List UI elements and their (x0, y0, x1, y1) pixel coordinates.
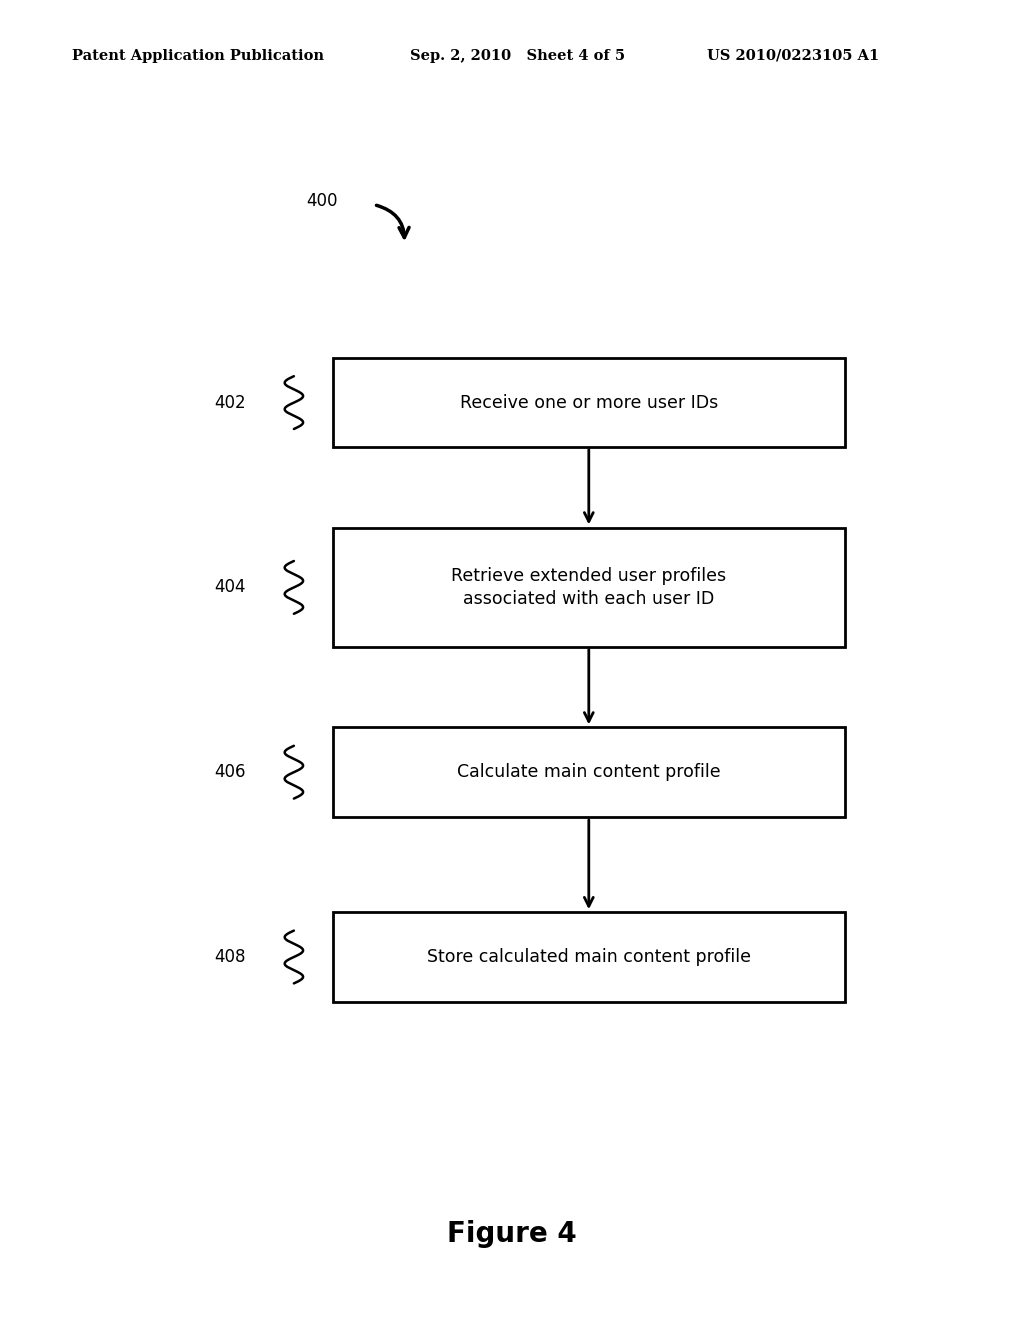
Text: Store calculated main content profile: Store calculated main content profile (427, 948, 751, 966)
Bar (333, 358, 845, 447)
Text: Calculate main content profile: Calculate main content profile (457, 763, 721, 781)
Text: Retrieve extended user profiles
associated with each user ID: Retrieve extended user profiles associat… (452, 566, 726, 609)
Text: 400: 400 (306, 191, 338, 210)
Text: Patent Application Publication: Patent Application Publication (72, 49, 324, 63)
Text: Sep. 2, 2010   Sheet 4 of 5: Sep. 2, 2010 Sheet 4 of 5 (410, 49, 625, 63)
Bar (333, 528, 845, 647)
Bar (333, 727, 845, 817)
Text: US 2010/0223105 A1: US 2010/0223105 A1 (707, 49, 879, 63)
Text: 408: 408 (214, 948, 246, 966)
Text: Receive one or more user IDs: Receive one or more user IDs (460, 393, 718, 412)
Text: 404: 404 (214, 578, 246, 597)
Text: 406: 406 (214, 763, 246, 781)
Bar (333, 912, 845, 1002)
Text: Figure 4: Figure 4 (447, 1220, 577, 1249)
Text: 402: 402 (214, 393, 246, 412)
